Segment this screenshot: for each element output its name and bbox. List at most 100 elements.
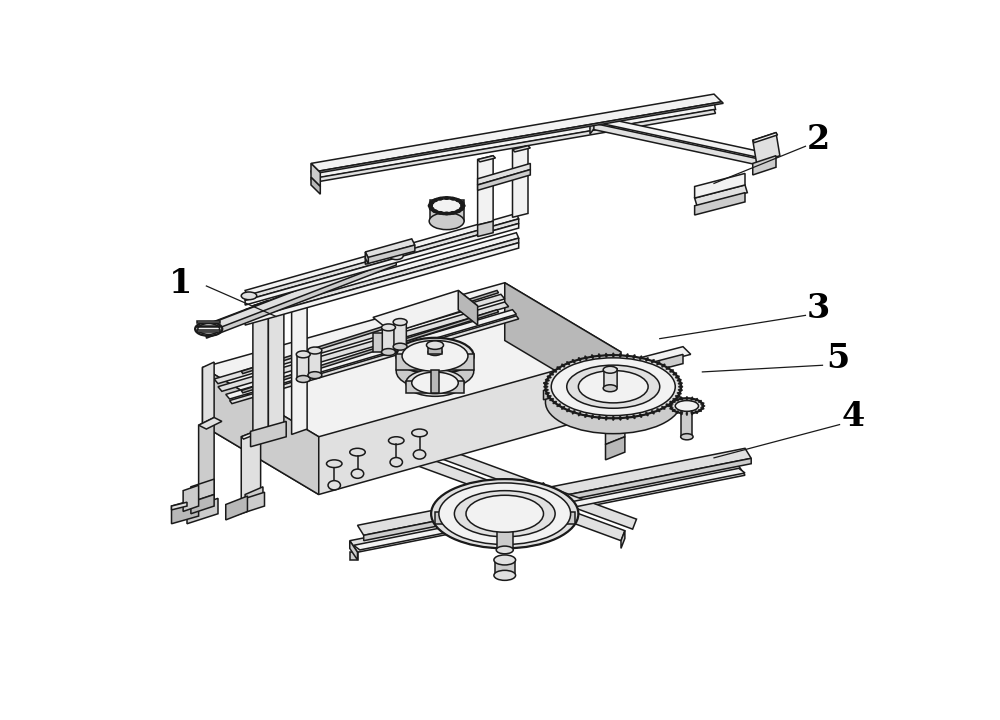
Ellipse shape <box>241 292 257 300</box>
Ellipse shape <box>494 555 516 565</box>
Polygon shape <box>241 429 261 502</box>
Ellipse shape <box>572 359 575 363</box>
Ellipse shape <box>584 356 587 360</box>
Ellipse shape <box>669 405 673 407</box>
Ellipse shape <box>678 385 683 388</box>
Ellipse shape <box>413 450 426 459</box>
Text: 1: 1 <box>169 266 192 300</box>
Ellipse shape <box>241 312 257 320</box>
Polygon shape <box>199 418 222 429</box>
Polygon shape <box>365 245 415 264</box>
Text: 2: 2 <box>807 122 830 156</box>
Ellipse shape <box>432 199 461 212</box>
Text: 4: 4 <box>842 400 865 433</box>
Polygon shape <box>226 310 516 399</box>
Ellipse shape <box>402 341 468 372</box>
Ellipse shape <box>657 361 660 365</box>
Ellipse shape <box>676 410 679 414</box>
Ellipse shape <box>591 354 594 359</box>
Ellipse shape <box>412 429 427 437</box>
Ellipse shape <box>494 570 516 580</box>
Ellipse shape <box>456 210 460 212</box>
Ellipse shape <box>328 481 340 490</box>
Ellipse shape <box>661 406 665 410</box>
Polygon shape <box>311 177 320 194</box>
Ellipse shape <box>326 460 342 467</box>
Polygon shape <box>350 552 358 560</box>
Ellipse shape <box>549 372 554 375</box>
Ellipse shape <box>691 411 693 415</box>
Polygon shape <box>245 219 519 300</box>
Ellipse shape <box>389 252 403 260</box>
Ellipse shape <box>695 410 698 414</box>
Ellipse shape <box>438 197 442 199</box>
Polygon shape <box>621 531 625 549</box>
Ellipse shape <box>612 353 614 357</box>
Ellipse shape <box>584 413 587 418</box>
Ellipse shape <box>678 389 683 391</box>
Ellipse shape <box>308 347 322 354</box>
Ellipse shape <box>670 402 673 405</box>
Ellipse shape <box>296 351 310 358</box>
Polygon shape <box>753 132 778 143</box>
Polygon shape <box>478 156 493 225</box>
Ellipse shape <box>670 401 674 404</box>
Polygon shape <box>253 300 271 308</box>
Polygon shape <box>245 487 263 512</box>
Ellipse shape <box>645 412 649 416</box>
Ellipse shape <box>698 409 702 412</box>
Ellipse shape <box>544 382 549 384</box>
Ellipse shape <box>461 204 465 207</box>
Ellipse shape <box>700 408 704 410</box>
Polygon shape <box>550 385 677 400</box>
Ellipse shape <box>428 348 442 356</box>
Ellipse shape <box>544 389 549 391</box>
Ellipse shape <box>612 416 614 420</box>
Polygon shape <box>234 492 264 516</box>
Ellipse shape <box>672 400 675 402</box>
Ellipse shape <box>605 353 607 358</box>
Polygon shape <box>197 326 220 328</box>
Ellipse shape <box>603 384 617 392</box>
Polygon shape <box>505 283 621 410</box>
Polygon shape <box>251 421 286 446</box>
Ellipse shape <box>695 398 698 401</box>
Polygon shape <box>497 516 512 549</box>
Polygon shape <box>297 353 309 381</box>
Ellipse shape <box>561 364 565 367</box>
Ellipse shape <box>456 199 460 202</box>
Ellipse shape <box>551 358 675 415</box>
Ellipse shape <box>603 366 617 373</box>
Polygon shape <box>226 496 247 520</box>
Ellipse shape <box>645 357 649 361</box>
Ellipse shape <box>633 415 635 419</box>
Ellipse shape <box>639 356 642 360</box>
Polygon shape <box>311 94 722 171</box>
Polygon shape <box>253 298 285 308</box>
Ellipse shape <box>429 197 464 215</box>
Ellipse shape <box>566 408 570 412</box>
Polygon shape <box>311 163 320 186</box>
Polygon shape <box>311 109 716 183</box>
Ellipse shape <box>675 395 680 397</box>
Ellipse shape <box>675 400 698 411</box>
Polygon shape <box>512 145 530 152</box>
Polygon shape <box>350 541 358 560</box>
Ellipse shape <box>567 365 660 408</box>
Ellipse shape <box>578 357 581 361</box>
Ellipse shape <box>626 354 629 358</box>
Polygon shape <box>202 283 621 437</box>
Polygon shape <box>606 379 627 389</box>
Ellipse shape <box>198 323 220 334</box>
Polygon shape <box>202 341 621 495</box>
Ellipse shape <box>429 212 464 230</box>
Polygon shape <box>412 454 625 541</box>
Polygon shape <box>241 429 263 439</box>
Ellipse shape <box>619 353 621 358</box>
Ellipse shape <box>460 202 464 204</box>
Polygon shape <box>365 239 415 258</box>
Polygon shape <box>365 252 368 264</box>
Ellipse shape <box>412 372 458 394</box>
Polygon shape <box>394 320 406 348</box>
Ellipse shape <box>673 372 677 375</box>
